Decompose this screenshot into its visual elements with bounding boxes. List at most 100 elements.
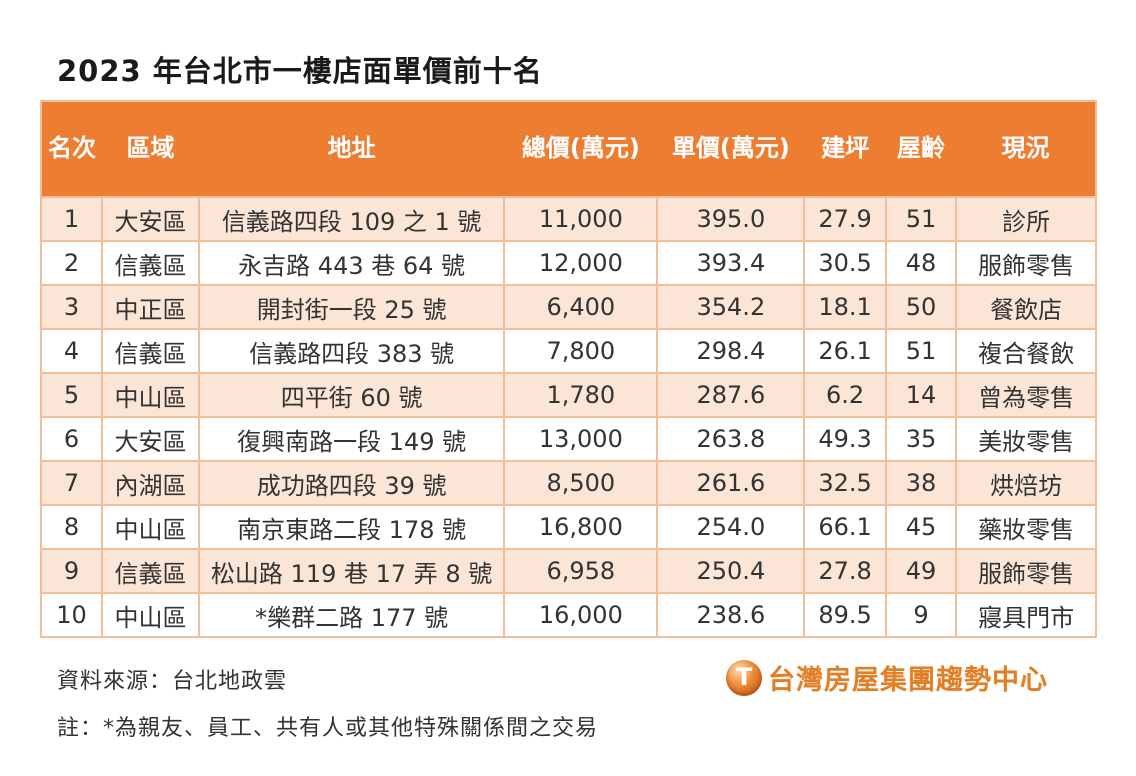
cell-address: 永吉路 443 巷 64 號 bbox=[197, 240, 506, 286]
cell-status: 餐飲店 bbox=[955, 284, 1097, 330]
cell-district: 中山區 bbox=[101, 592, 200, 638]
cell-district: 大安區 bbox=[101, 196, 200, 242]
cell-age: 50 bbox=[884, 284, 958, 330]
cell-unit-price: 393.4 bbox=[656, 240, 806, 286]
cell-district: 中正區 bbox=[101, 284, 200, 330]
brand-name: 台灣房屋集團趨勢中心 bbox=[768, 665, 1048, 696]
cell-total-price: 11,000 bbox=[503, 196, 659, 242]
taiwan-housing-logo-icon: T bbox=[726, 659, 762, 696]
cell-status: 美妝零售 bbox=[955, 416, 1097, 462]
cell-age: 49 bbox=[884, 548, 958, 594]
col-header-address: 地址 bbox=[198, 101, 505, 197]
cell-unit-price: 263.8 bbox=[656, 416, 806, 462]
cell-total-price: 12,000 bbox=[503, 240, 659, 286]
brand-logo: T 台灣房屋集團趨勢中心 bbox=[726, 658, 1048, 697]
cell-age: 9 bbox=[884, 592, 958, 638]
cell-status: 服飾零售 bbox=[955, 240, 1097, 286]
table-row: 8 中山區 南京東路二段 178 號 16,800 254.0 66.1 45 … bbox=[39, 504, 1097, 550]
cell-address: 成功路四段 39 號 bbox=[197, 460, 506, 506]
cell-district: 中山區 bbox=[101, 372, 200, 418]
cell-rank: 1 bbox=[39, 196, 104, 242]
cell-unit-price: 238.6 bbox=[656, 592, 806, 638]
cell-total-price: 1,780 bbox=[503, 372, 659, 418]
cell-total-price: 7,800 bbox=[503, 328, 659, 374]
cell-status: 烘焙坊 bbox=[955, 460, 1097, 506]
cell-age: 35 bbox=[884, 416, 958, 462]
logo-letter: T bbox=[735, 662, 753, 691]
table-row: 7 內湖區 成功路四段 39 號 8,500 261.6 32.5 38 烘焙坊 bbox=[39, 460, 1097, 506]
cell-total-price: 6,958 bbox=[503, 548, 659, 594]
cell-area: 89.5 bbox=[803, 592, 887, 638]
table-header: 名次 區域 地址 總價(萬元) 單價(萬元) 建坪 屋齡 現況 bbox=[41, 101, 1096, 197]
cell-age: 51 bbox=[884, 196, 958, 242]
col-header-area: 建坪 bbox=[804, 101, 886, 197]
cell-rank: 5 bbox=[39, 372, 104, 418]
cell-rank: 6 bbox=[39, 416, 104, 462]
cell-rank: 2 bbox=[39, 240, 104, 286]
cell-area: 27.9 bbox=[803, 196, 887, 242]
cell-status: 服飾零售 bbox=[955, 548, 1097, 594]
cell-address: 信義路四段 109 之 1 號 bbox=[197, 196, 506, 242]
col-header-status: 現況 bbox=[956, 101, 1096, 197]
cell-address: 松山路 119 巷 17 弄 8 號 bbox=[197, 548, 506, 594]
col-header-age: 屋齡 bbox=[885, 101, 957, 197]
cell-unit-price: 287.6 bbox=[656, 372, 806, 418]
cell-unit-price: 395.0 bbox=[656, 196, 806, 242]
cell-rank: 3 bbox=[39, 284, 104, 330]
cell-age: 48 bbox=[884, 240, 958, 286]
cell-district: 信義區 bbox=[101, 548, 200, 594]
col-header-unit-price: 單價(萬元) bbox=[657, 101, 805, 197]
cell-age: 14 bbox=[884, 372, 958, 418]
cell-address: 信義路四段 383 號 bbox=[197, 328, 506, 374]
table-row: 9 信義區 松山路 119 巷 17 弄 8 號 6,958 250.4 27.… bbox=[39, 548, 1097, 594]
cell-status: 藥妝零售 bbox=[955, 504, 1097, 550]
cell-rank: 4 bbox=[39, 328, 104, 374]
cell-rank: 7 bbox=[39, 460, 104, 506]
cell-status: 寢具門市 bbox=[955, 592, 1097, 638]
cell-area: 30.5 bbox=[803, 240, 887, 286]
table-row: 10 中山區 *樂群二路 177 號 16,000 238.6 89.5 9 寢… bbox=[39, 592, 1097, 638]
cell-total-price: 8,500 bbox=[503, 460, 659, 506]
cell-age: 51 bbox=[884, 328, 958, 374]
cell-total-price: 6,400 bbox=[503, 284, 659, 330]
cell-area: 66.1 bbox=[803, 504, 887, 550]
table-row: 1 大安區 信義路四段 109 之 1 號 11,000 395.0 27.9 … bbox=[39, 196, 1097, 242]
cell-age: 45 bbox=[884, 504, 958, 550]
cell-area: 49.3 bbox=[803, 416, 887, 462]
cell-total-price: 16,000 bbox=[503, 592, 659, 638]
cell-district: 信義區 bbox=[101, 240, 200, 286]
top10-storefront-table: 名次 區域 地址 總價(萬元) 單價(萬元) 建坪 屋齡 現況 1 大安區 信義… bbox=[39, 100, 1097, 638]
footnote-text: 註：*為親友、員工、共有人或其他特殊關係間之交易 bbox=[57, 716, 599, 741]
cell-unit-price: 261.6 bbox=[656, 460, 806, 506]
table-row: 3 中正區 開封街一段 25 號 6,400 354.2 18.1 50 餐飲店 bbox=[39, 284, 1097, 330]
cell-address: 復興南路一段 149 號 bbox=[197, 416, 506, 462]
cell-address: 開封街一段 25 號 bbox=[197, 284, 506, 330]
cell-status: 診所 bbox=[955, 196, 1097, 242]
table-row: 2 信義區 永吉路 443 巷 64 號 12,000 393.4 30.5 4… bbox=[39, 240, 1097, 286]
cell-unit-price: 254.0 bbox=[656, 504, 806, 550]
cell-age: 38 bbox=[884, 460, 958, 506]
cell-status: 曾為零售 bbox=[955, 372, 1097, 418]
col-header-total-price: 總價(萬元) bbox=[504, 101, 658, 197]
cell-rank: 8 bbox=[39, 504, 104, 550]
cell-area: 6.2 bbox=[803, 372, 887, 418]
cell-address: 南京東路二段 178 號 bbox=[197, 504, 506, 550]
col-header-rank: 名次 bbox=[41, 101, 103, 197]
cell-total-price: 13,000 bbox=[503, 416, 659, 462]
cell-rank: 9 bbox=[39, 548, 104, 594]
cell-district: 信義區 bbox=[101, 328, 200, 374]
cell-area: 27.8 bbox=[803, 548, 887, 594]
cell-address: 四平街 60 號 bbox=[197, 372, 506, 418]
cell-area: 18.1 bbox=[803, 284, 887, 330]
table-row: 4 信義區 信義路四段 383 號 7,800 298.4 26.1 51 複合… bbox=[39, 328, 1097, 374]
cell-unit-price: 354.2 bbox=[656, 284, 806, 330]
cell-status: 複合餐飲 bbox=[955, 328, 1097, 374]
page-title: 2023 年台北市一樓店面單價前十名 bbox=[57, 54, 543, 88]
cell-district: 中山區 bbox=[101, 504, 200, 550]
cell-unit-price: 250.4 bbox=[656, 548, 806, 594]
cell-district: 內湖區 bbox=[101, 460, 200, 506]
table-body: 1 大安區 信義路四段 109 之 1 號 11,000 395.0 27.9 … bbox=[39, 196, 1097, 638]
cell-district: 大安區 bbox=[101, 416, 200, 462]
table-row: 5 中山區 四平街 60 號 1,780 287.6 6.2 14 曾為零售 bbox=[39, 372, 1097, 418]
